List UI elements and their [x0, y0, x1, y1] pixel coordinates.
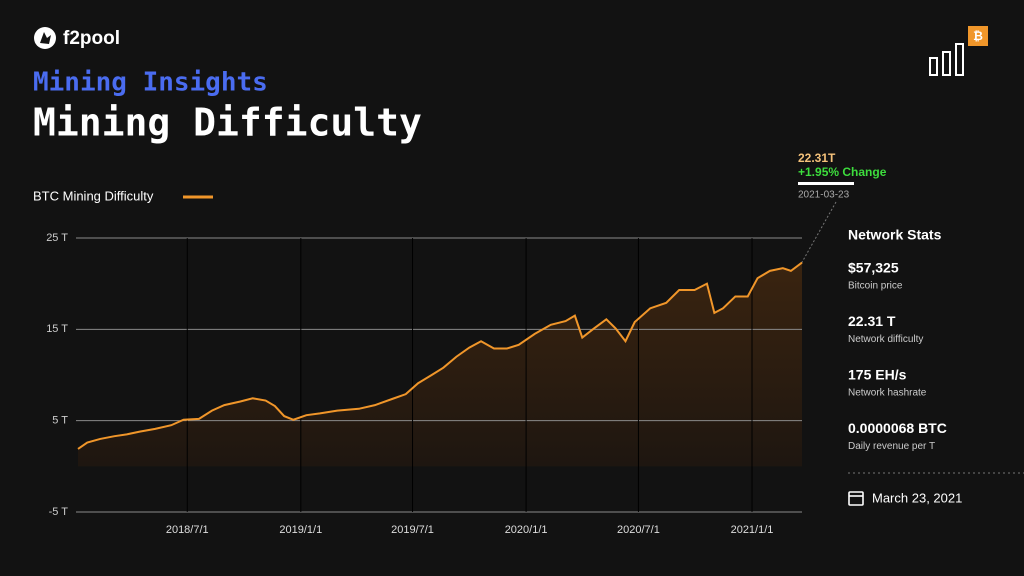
area: [78, 262, 802, 467]
x-tick-label: 2019/7/1: [391, 524, 434, 536]
annotation-date: 2021-03-23: [798, 190, 850, 201]
calendar-icon: [848, 491, 864, 506]
brand-logo-mark: [40, 32, 51, 44]
x-tick-label: 2019/1/1: [279, 524, 322, 536]
stat-label: Network difficulty: [848, 334, 923, 345]
y-tick-label: 15 T: [46, 323, 68, 335]
y-tick-label: 5 T: [52, 415, 68, 427]
stat-label: Bitcoin price: [848, 281, 903, 292]
annotation-underline: [798, 182, 854, 185]
annotation-change: +1.95% Change: [798, 165, 887, 179]
x-tick-label: 2020/1/1: [505, 524, 548, 536]
corner-icon: [929, 43, 964, 76]
x-tick-label: 2020/7/1: [617, 524, 660, 536]
stat-value: 22.31 T: [848, 313, 896, 329]
stats-title: Network Stats: [848, 227, 942, 243]
brand: f2pool: [63, 28, 120, 49]
chart-title: Mining Difficulty: [33, 101, 422, 145]
bitcoin-badge: [968, 26, 988, 46]
legend-label: BTC Mining Difficulty: [33, 188, 154, 203]
stat-label: Network hashrate: [848, 388, 927, 399]
y-tick-label: 25 T: [46, 232, 68, 244]
y-tick-label: -5 T: [49, 506, 69, 518]
line: [77, 261, 803, 450]
annotation-value: 22.31T: [798, 151, 836, 165]
stats-date: March 23, 2021: [872, 490, 962, 505]
x-tick-label: 2018/7/1: [166, 524, 209, 536]
kicker: Mining Insights: [33, 68, 268, 98]
x-tick-label: 2021/1/1: [731, 524, 774, 536]
stat-label: Daily revenue per T: [848, 441, 935, 452]
stat-value: 175 EH/s: [848, 367, 907, 383]
bitcoin-badge-symbol: ₿: [973, 29, 983, 43]
stat-value: 0.0000068 BTC: [848, 420, 947, 436]
stat-value: $57,325: [848, 260, 899, 276]
